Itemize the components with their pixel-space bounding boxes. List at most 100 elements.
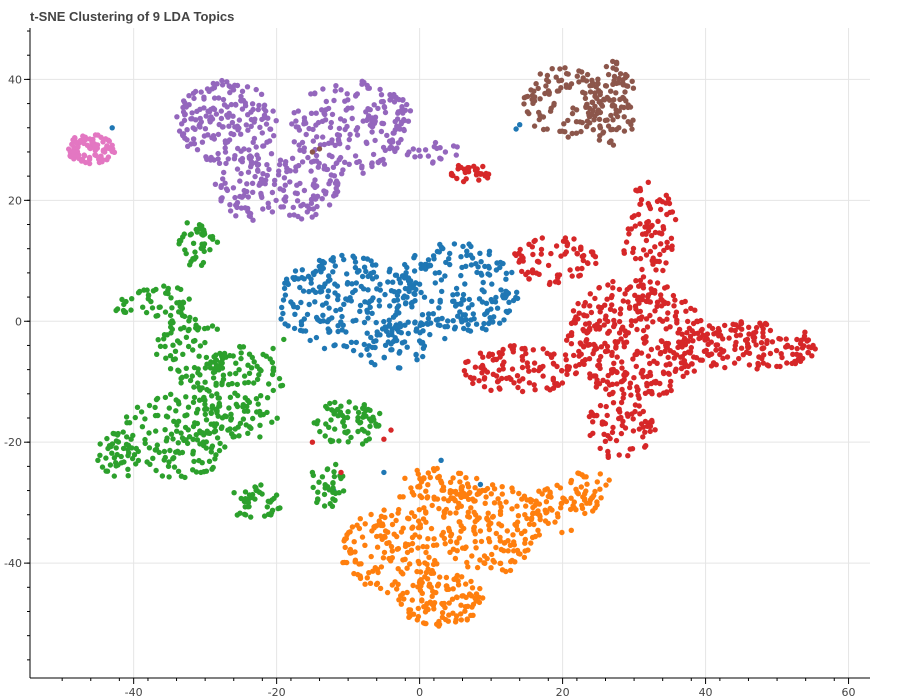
data-point (364, 575, 370, 581)
data-point (212, 181, 219, 187)
data-point (327, 277, 333, 283)
data-point (167, 447, 173, 454)
data-point (429, 593, 435, 599)
data-point (558, 85, 564, 91)
data-point (242, 395, 248, 401)
data-point (216, 95, 222, 101)
data-point (313, 211, 319, 218)
data-point (497, 354, 503, 360)
data-point (208, 421, 214, 427)
data-point (325, 288, 332, 294)
data-point (139, 424, 146, 430)
data-point (531, 521, 537, 528)
data-point (688, 305, 694, 312)
data-point (168, 431, 175, 437)
data-point (421, 343, 428, 349)
data-point (336, 132, 343, 138)
data-point (362, 521, 368, 527)
data-point (614, 113, 621, 120)
data-point (713, 347, 719, 353)
data-point (376, 297, 382, 304)
data-point (131, 452, 138, 458)
data-point (298, 319, 305, 325)
data-point (415, 605, 421, 612)
data-point (521, 554, 528, 561)
data-point (669, 243, 675, 249)
data-point (584, 260, 591, 266)
data-point (229, 380, 235, 387)
data-point (388, 347, 394, 353)
data-point (625, 119, 631, 125)
data-point (154, 442, 160, 448)
data-point (386, 317, 392, 323)
data-point (213, 111, 220, 117)
data-point (195, 380, 201, 386)
data-point (378, 128, 385, 135)
data-point (436, 249, 442, 255)
data-point (447, 250, 453, 257)
data-point (550, 385, 557, 391)
data-point (384, 132, 390, 139)
data-point (421, 263, 427, 269)
data-point (511, 380, 517, 386)
data-point (630, 416, 636, 422)
data-point (590, 508, 596, 514)
data-point (135, 457, 142, 464)
data-point (634, 326, 640, 333)
data-point (182, 424, 189, 431)
data-point (563, 357, 569, 363)
data-point (253, 86, 259, 93)
data-point (413, 286, 419, 293)
data-point (579, 265, 585, 272)
data-point (202, 126, 209, 132)
data-point (413, 352, 419, 358)
data-point (308, 91, 314, 97)
data-point (372, 344, 378, 351)
data-point (264, 162, 270, 168)
data-point (567, 267, 573, 273)
data-point (260, 171, 266, 177)
data-point (213, 380, 219, 386)
data-point (236, 125, 242, 131)
data-point (384, 589, 391, 596)
data-point (430, 311, 436, 317)
data-point (197, 372, 203, 378)
data-point (182, 474, 188, 481)
data-point (403, 270, 409, 276)
data-point (208, 154, 214, 161)
data-point (437, 574, 443, 580)
data-point (512, 251, 518, 257)
data-point (506, 375, 512, 381)
data-point (575, 470, 581, 476)
data-point (357, 575, 364, 582)
data-point (760, 345, 766, 352)
data-point (690, 338, 696, 344)
data-point (226, 123, 232, 129)
data-point (637, 185, 643, 192)
data-point (294, 182, 300, 188)
data-point (411, 268, 418, 274)
data-point (204, 86, 211, 92)
data-point (679, 299, 685, 306)
data-point (415, 558, 421, 565)
data-point (450, 318, 456, 324)
data-point (157, 343, 164, 349)
data-point (621, 114, 627, 120)
data-point (694, 318, 700, 324)
data-point (582, 510, 588, 517)
data-point (605, 454, 611, 460)
data-point (219, 195, 225, 201)
data-point (319, 302, 326, 308)
data-point (564, 367, 570, 373)
data-point (378, 92, 385, 98)
data-point (622, 89, 628, 95)
data-point (289, 155, 296, 161)
data-point (377, 332, 383, 338)
data-point (377, 585, 384, 592)
data-point (202, 411, 208, 417)
data-point (279, 304, 285, 311)
data-point (211, 95, 218, 101)
data-point (366, 352, 372, 358)
data-point (323, 98, 329, 105)
data-point (145, 296, 151, 302)
